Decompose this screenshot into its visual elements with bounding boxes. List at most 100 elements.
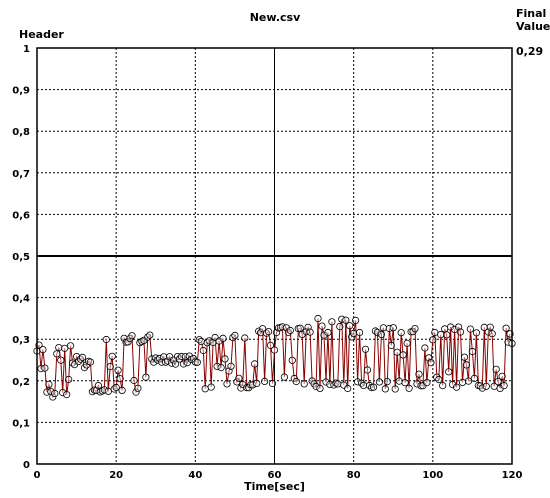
data-point xyxy=(144,333,152,341)
data-point xyxy=(146,331,154,339)
data-point xyxy=(193,358,201,366)
data-point xyxy=(258,325,267,333)
data-point xyxy=(171,360,180,368)
data-point xyxy=(334,380,342,388)
data-point xyxy=(472,329,480,337)
data-point xyxy=(377,330,385,338)
data-point xyxy=(106,362,114,371)
y-tick-label: 0,9 xyxy=(12,86,30,97)
data-point xyxy=(397,329,405,337)
data-point xyxy=(296,324,304,332)
data-point xyxy=(365,381,374,390)
data-point xyxy=(51,389,59,398)
data-point xyxy=(217,363,225,372)
data-point xyxy=(500,381,508,390)
data-point xyxy=(116,375,124,383)
data-point xyxy=(375,378,383,386)
data-point xyxy=(288,356,296,364)
data-point xyxy=(128,332,136,340)
data-point xyxy=(253,379,261,387)
data-point xyxy=(241,334,249,342)
data-point xyxy=(399,351,407,359)
x-tick-label: 20 xyxy=(109,470,123,481)
data-point xyxy=(350,329,358,338)
data-point xyxy=(249,381,257,389)
data-point xyxy=(322,378,330,386)
data-point xyxy=(480,323,488,331)
data-point xyxy=(63,390,71,399)
data-point xyxy=(415,370,423,378)
data-point xyxy=(417,382,425,390)
y-tick-label: 1 xyxy=(23,44,30,55)
data-point xyxy=(231,331,239,339)
data-point xyxy=(435,375,443,384)
data-point xyxy=(134,384,142,392)
data-point xyxy=(498,372,506,380)
data-point xyxy=(450,325,459,333)
data-point xyxy=(264,327,273,336)
data-point xyxy=(379,324,387,332)
data-point xyxy=(464,377,473,385)
data-point xyxy=(286,326,294,335)
data-point xyxy=(78,353,87,361)
data-point xyxy=(298,330,306,338)
data-point xyxy=(361,345,370,353)
data-point xyxy=(280,373,288,381)
data-point xyxy=(177,352,186,361)
data-point xyxy=(104,387,112,395)
data-point xyxy=(427,358,435,367)
y-tick-label: 0,7 xyxy=(12,169,30,180)
data-point xyxy=(456,328,465,336)
data-point xyxy=(369,383,378,391)
x-axis-label: Time[sec] xyxy=(244,480,305,493)
data-point xyxy=(223,380,231,388)
final-value-label-line-1: Final xyxy=(516,7,547,20)
data-point xyxy=(393,348,401,356)
data-point xyxy=(306,328,314,336)
y-tick-label: 0,1 xyxy=(12,418,30,429)
data-point xyxy=(351,316,360,324)
data-point xyxy=(346,322,354,330)
data-point xyxy=(49,393,57,401)
tick-labels: 0 0,1 0,2 0,3 0,4 0,5 0,6 0,7 0,8 0,9 1 0 20 40 60 80 10… xyxy=(12,44,522,481)
data-point xyxy=(328,318,336,326)
data-point xyxy=(53,350,61,358)
data-point xyxy=(478,384,486,392)
data-point xyxy=(132,388,140,396)
data-point xyxy=(324,328,332,337)
data-point xyxy=(86,358,95,366)
data-point xyxy=(452,383,461,391)
data-point xyxy=(61,344,69,352)
data-point xyxy=(458,378,467,386)
data-point xyxy=(156,354,164,362)
data-point xyxy=(221,355,229,363)
data-point xyxy=(395,377,403,385)
data-point xyxy=(237,384,245,392)
data-point xyxy=(488,330,496,338)
data-point xyxy=(65,375,73,384)
data-point xyxy=(318,322,326,330)
data-point xyxy=(403,339,411,347)
series-line xyxy=(36,318,511,399)
data-point xyxy=(112,383,120,392)
data-point xyxy=(441,325,449,333)
y-tick-label: 0 xyxy=(23,460,30,471)
data-point xyxy=(336,322,344,331)
data-point xyxy=(292,377,300,386)
x-tick-label: 120 xyxy=(502,470,523,481)
data-point xyxy=(227,362,235,370)
data-point xyxy=(431,328,439,337)
data-point xyxy=(439,381,447,390)
y-tick-label: 0,6 xyxy=(12,210,30,221)
y-tick-label: 0,8 xyxy=(12,127,30,138)
data-point xyxy=(316,384,324,392)
data-point xyxy=(207,383,215,391)
final-value-label-line-2: Value xyxy=(516,20,550,33)
data-point xyxy=(363,366,372,374)
data-point xyxy=(314,314,322,323)
data-point xyxy=(57,356,65,364)
data-point xyxy=(486,323,494,331)
data-point xyxy=(266,341,275,349)
data-point xyxy=(383,377,391,386)
data-point xyxy=(124,338,132,346)
